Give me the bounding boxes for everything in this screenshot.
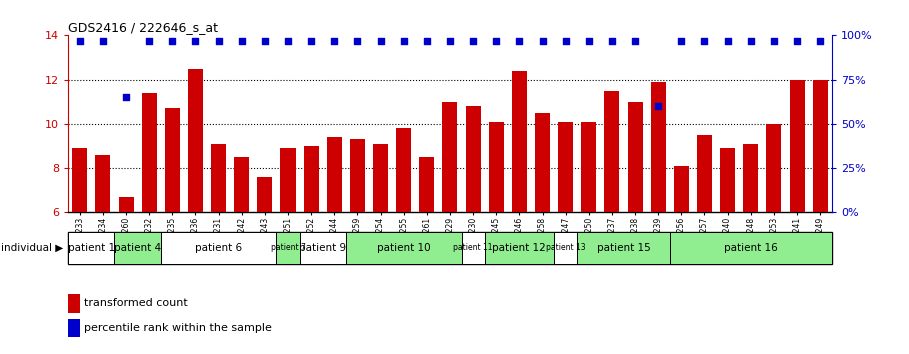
Point [73, 38, 87, 44]
Text: patient 16: patient 16 [724, 243, 777, 253]
Text: patient 15: patient 15 [596, 243, 650, 253]
Point [604, 38, 619, 44]
Text: patient 7: patient 7 [271, 243, 305, 252]
Point [443, 38, 457, 44]
Bar [68, 232, 115, 264]
Bar [720, 148, 735, 212]
Point [188, 38, 203, 44]
Point [257, 38, 272, 44]
Point [512, 38, 526, 44]
Point [674, 38, 689, 44]
Text: patient 12: patient 12 [493, 243, 546, 253]
Point [119, 95, 134, 100]
Bar [281, 148, 295, 212]
Bar [165, 108, 180, 212]
Point [535, 38, 550, 44]
Bar [68, 294, 80, 313]
Point [374, 38, 388, 44]
Point [558, 38, 573, 44]
Point [142, 38, 156, 44]
Bar [142, 93, 156, 212]
Bar [581, 122, 596, 212]
Bar [300, 232, 345, 264]
Bar [115, 232, 161, 264]
Bar [304, 146, 319, 212]
Point [211, 38, 225, 44]
Bar [484, 232, 554, 264]
Bar [512, 71, 527, 212]
Bar [554, 232, 577, 264]
Point [582, 38, 596, 44]
Bar [350, 139, 365, 212]
Text: patient 9: patient 9 [299, 243, 346, 253]
Point [95, 38, 110, 44]
Bar [489, 122, 504, 212]
Point [304, 38, 318, 44]
Bar [419, 157, 435, 212]
Bar [396, 128, 411, 212]
Bar [257, 177, 273, 212]
Bar [651, 82, 665, 212]
Bar [72, 148, 87, 212]
Text: patient 13: patient 13 [545, 243, 585, 252]
Bar [443, 102, 457, 212]
Bar [670, 232, 832, 264]
Bar [95, 155, 110, 212]
Bar [462, 232, 484, 264]
Bar [326, 137, 342, 212]
Point [396, 38, 411, 44]
Text: patient 6: patient 6 [195, 243, 242, 253]
Text: patient 10: patient 10 [377, 243, 431, 253]
Bar [211, 144, 226, 212]
Point [720, 38, 734, 44]
Text: individual ▶: individual ▶ [2, 243, 64, 253]
Bar [118, 197, 134, 212]
Point [790, 38, 804, 44]
Text: patient 4: patient 4 [114, 243, 161, 253]
Point [350, 38, 365, 44]
Point [766, 38, 781, 44]
Bar [674, 166, 689, 212]
Bar [276, 232, 300, 264]
Point [327, 38, 342, 44]
Bar [68, 319, 80, 337]
Bar [790, 80, 804, 212]
Text: transformed count: transformed count [84, 298, 188, 308]
Point [813, 38, 827, 44]
Bar [766, 124, 782, 212]
Point [628, 38, 643, 44]
Text: patient 11: patient 11 [454, 243, 493, 252]
Point [281, 38, 295, 44]
Text: GDS2416 / 222646_s_at: GDS2416 / 222646_s_at [68, 21, 218, 34]
Bar [627, 102, 643, 212]
Bar [465, 106, 481, 212]
Bar [558, 122, 574, 212]
Bar [604, 91, 619, 212]
Point [651, 103, 665, 109]
Point [744, 38, 758, 44]
Bar [373, 144, 388, 212]
Bar [813, 80, 828, 212]
Bar [577, 232, 670, 264]
Point [465, 38, 480, 44]
Bar [345, 232, 462, 264]
Point [489, 38, 504, 44]
Bar [188, 69, 203, 212]
Point [420, 38, 435, 44]
Point [235, 38, 249, 44]
Bar [697, 135, 712, 212]
Bar [161, 232, 276, 264]
Point [165, 38, 180, 44]
Bar [535, 113, 550, 212]
Bar [744, 144, 758, 212]
Text: percentile rank within the sample: percentile rank within the sample [84, 323, 272, 333]
Bar [235, 157, 249, 212]
Point [697, 38, 712, 44]
Text: patient 1: patient 1 [68, 243, 115, 253]
